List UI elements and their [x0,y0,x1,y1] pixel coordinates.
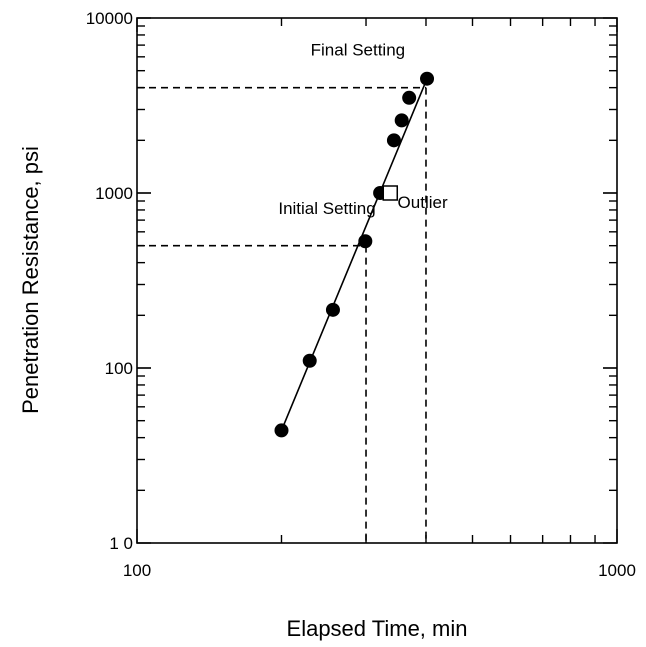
fit-line-group [280,78,428,431]
plot-frame [136,17,618,544]
annotation-label: Final Setting [311,41,406,60]
data-point [402,90,417,105]
x-tick-label: 1000 [598,561,636,580]
annotation-label: Outlier [398,193,448,212]
data-point [358,234,373,249]
y-tick-label: 10000 [86,9,133,28]
reference-lines [137,86,427,543]
annotation-label: Initial Setting [278,199,375,218]
fit-line [280,78,428,431]
axis-ticks [136,17,618,544]
y-tick-label: 1000 [95,184,133,203]
data-point [302,353,317,368]
data-point [386,133,401,148]
x-tick-label: 100 [123,561,151,580]
y-tick-label: 1 0 [109,534,133,553]
data-points [274,71,435,438]
data-point [420,71,435,86]
data-point [274,423,289,438]
data-point [325,302,340,317]
x-axis-title: Elapsed Time, min [287,616,468,641]
y-axis-title: Penetration Resistance, psi [18,146,43,414]
tick-labels: 100 1000 1 0 100 1000 10000 [86,9,636,580]
y-tick-label: 100 [105,359,133,378]
data-point [394,113,409,128]
outlier-point [382,185,399,201]
annotations: Final Setting Initial Setting Outlier [278,41,448,218]
